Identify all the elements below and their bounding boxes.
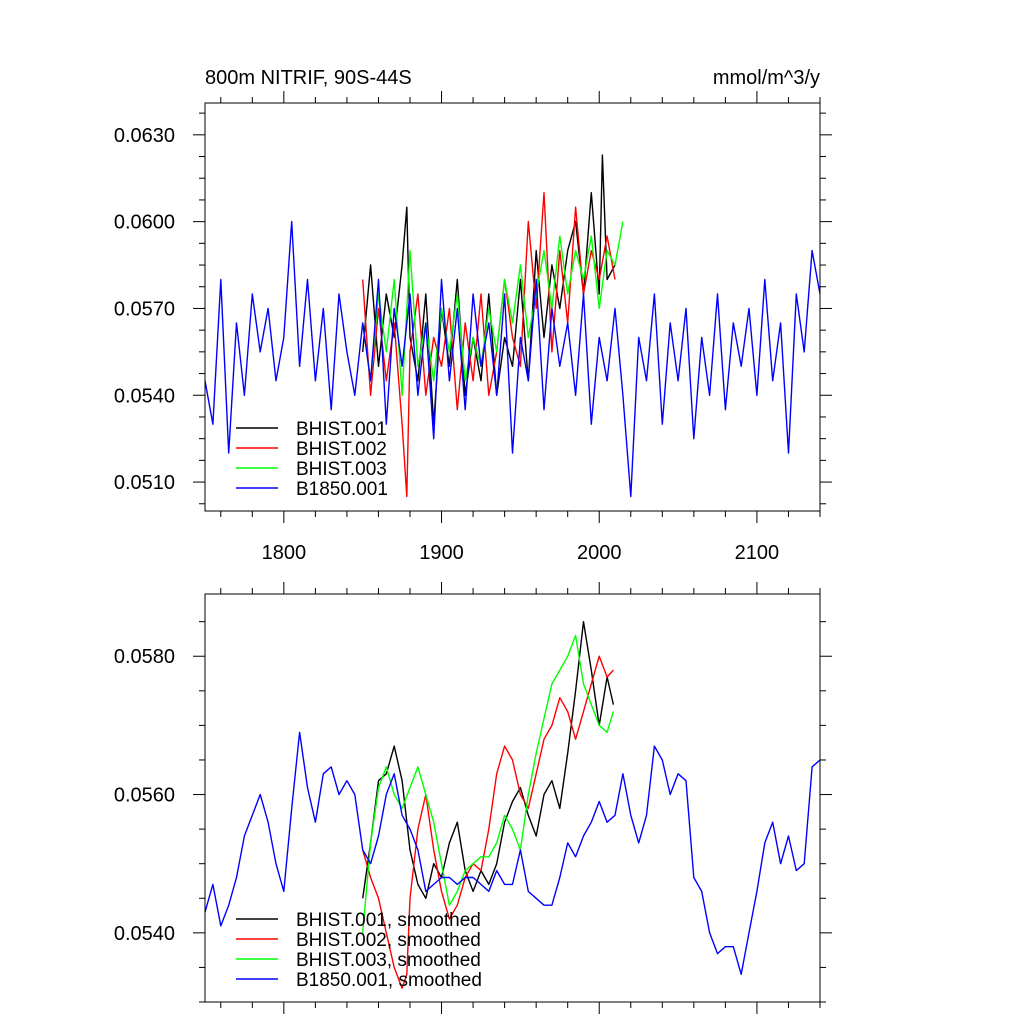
x-tick-label: 1800 [262, 542, 307, 564]
series-line-1 [362, 621, 615, 899]
series-line-1 [362, 154, 616, 425]
legend-label: BHIST.002, smoothed [296, 930, 481, 951]
y-tick-label: 0.0560 [114, 785, 175, 807]
plot-frame [204, 593, 821, 1003]
series-line-3 [362, 634, 615, 933]
plot-frame [204, 102, 821, 512]
series-line-3 [362, 221, 624, 396]
legend-label: B1850.001 [296, 479, 388, 500]
series-line-4 [205, 220, 820, 498]
series-line-2 [362, 655, 614, 989]
chart-units: mmol/m^3/y [713, 67, 820, 89]
y-tick-label: 0.0570 [114, 298, 175, 320]
legend-label: BHIST.001 [296, 419, 387, 440]
top-panel: 800m NITRIF, 90S-44S mmol/m^3/y BHIST.00… [114, 67, 832, 564]
y-tick-label: 0.0510 [114, 472, 175, 494]
legend-label: BHIST.003 [296, 459, 387, 480]
x-tick-label: 2000 [577, 542, 622, 564]
y-tick-label: 0.0600 [114, 212, 175, 234]
legend-label: BHIST.002 [296, 439, 387, 460]
chart-title: 800m NITRIF, 90S-44S [205, 67, 412, 89]
x-tick-label: 2100 [735, 542, 780, 564]
y-tick-label: 0.0580 [114, 646, 175, 668]
legend-label: BHIST.003, smoothed [296, 950, 481, 971]
y-tick-label: 0.0630 [114, 125, 175, 147]
legend-label: B1850.001, smoothed [296, 970, 482, 991]
series-line-4 [205, 731, 820, 975]
y-tick-label: 0.0540 [114, 385, 175, 407]
y-tick-label: 0.0540 [114, 923, 175, 945]
x-tick-label: 1900 [419, 542, 464, 564]
legend-label: BHIST.001, smoothed [296, 910, 481, 931]
